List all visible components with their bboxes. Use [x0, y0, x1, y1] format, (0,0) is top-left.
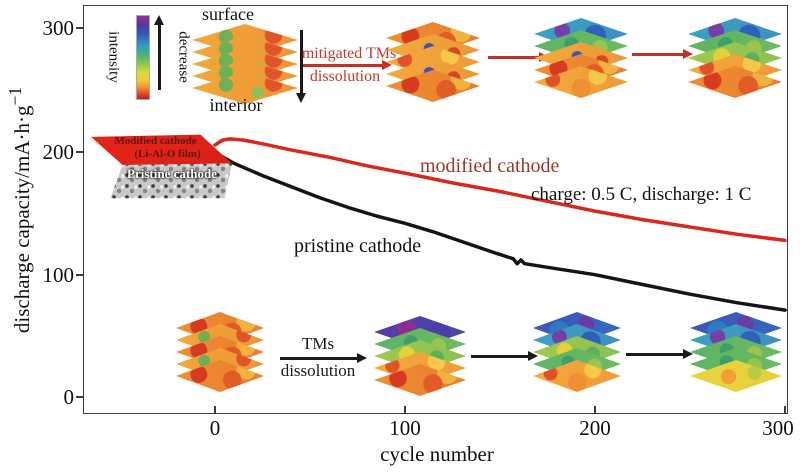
- black-arrow-icon: [280, 353, 367, 362]
- y-axis-title-sup: −1: [5, 86, 25, 106]
- x-tick: [594, 406, 596, 413]
- mitigated-tms-line2: dissolution: [309, 68, 381, 85]
- tms-line1: TMs: [301, 334, 335, 353]
- layer-stack-top-3: [534, 18, 628, 98]
- decrease-label: decrease: [175, 31, 192, 83]
- y-tick-label: 300: [42, 16, 75, 40]
- layer-stack-top-4: [688, 18, 782, 98]
- y-tick: [76, 396, 83, 398]
- x-tick-label: 300: [762, 416, 794, 440]
- x-tick: [214, 406, 216, 413]
- x-axis-title: cycle number: [380, 442, 494, 466]
- y-tick: [76, 274, 83, 276]
- x-tick-label: 100: [389, 416, 421, 440]
- tms-line2: dissolution: [280, 361, 356, 380]
- rate-annotation: charge: 0.5 C, discharge: 1 C: [531, 184, 752, 205]
- y-tick: [76, 151, 83, 153]
- x-tick-label: 200: [579, 416, 611, 440]
- x-tick: [784, 406, 786, 413]
- layer-stack-bottom-1: [176, 312, 264, 392]
- black-arrow-icon: [626, 349, 693, 358]
- red-arrow-icon: [632, 49, 693, 58]
- layer-stack-bottom-4: [690, 312, 782, 392]
- plot-area: [83, 5, 788, 414]
- curve-pristine-cathode: [217, 153, 787, 312]
- cathode-inset: Modified cathode (Li-Al-O film) Pristine…: [85, 128, 235, 202]
- black-arrow-icon: [471, 351, 538, 360]
- surface-label: surface: [202, 4, 254, 24]
- layer-stack-bottom-3: [533, 312, 621, 392]
- inset-pristine-label: Pristine cathode: [127, 165, 217, 181]
- x-tick: [404, 406, 406, 413]
- y-tick: [76, 27, 83, 29]
- mitigated-tms-line1: mitigated TMs: [301, 45, 397, 62]
- layer-stack-top-1: [192, 24, 298, 104]
- y-tick-label: 100: [42, 263, 75, 287]
- y-axis-title-text: discharge capacity/mA·h·g: [10, 105, 34, 334]
- up-arrow-icon: [154, 15, 163, 90]
- curve-modified-cathode: [213, 137, 787, 243]
- intensity-label: intensity: [105, 31, 122, 83]
- interior-label: interior: [209, 95, 263, 115]
- inset-modified-line2: (Li-Al-O film): [134, 147, 201, 160]
- intensity-colorbar: [136, 15, 150, 100]
- red-arrow-icon: [303, 60, 392, 69]
- layer-stack-top-2: [386, 22, 480, 102]
- down-arrow-icon: [296, 30, 305, 103]
- modified-cathode-label: modified cathode: [420, 155, 560, 177]
- y-tick-label: 200: [42, 140, 75, 164]
- x-tick-label: 0: [209, 416, 221, 440]
- pristine-cathode-label: pristine cathode: [294, 235, 422, 257]
- y-tick-label: 0: [63, 385, 75, 409]
- inset-modified-line1: Modified cathode: [114, 134, 197, 147]
- red-arrow-icon: [488, 52, 549, 61]
- pristine-cathode-slab: [110, 163, 232, 199]
- layer-stack-bottom-2: [374, 316, 466, 396]
